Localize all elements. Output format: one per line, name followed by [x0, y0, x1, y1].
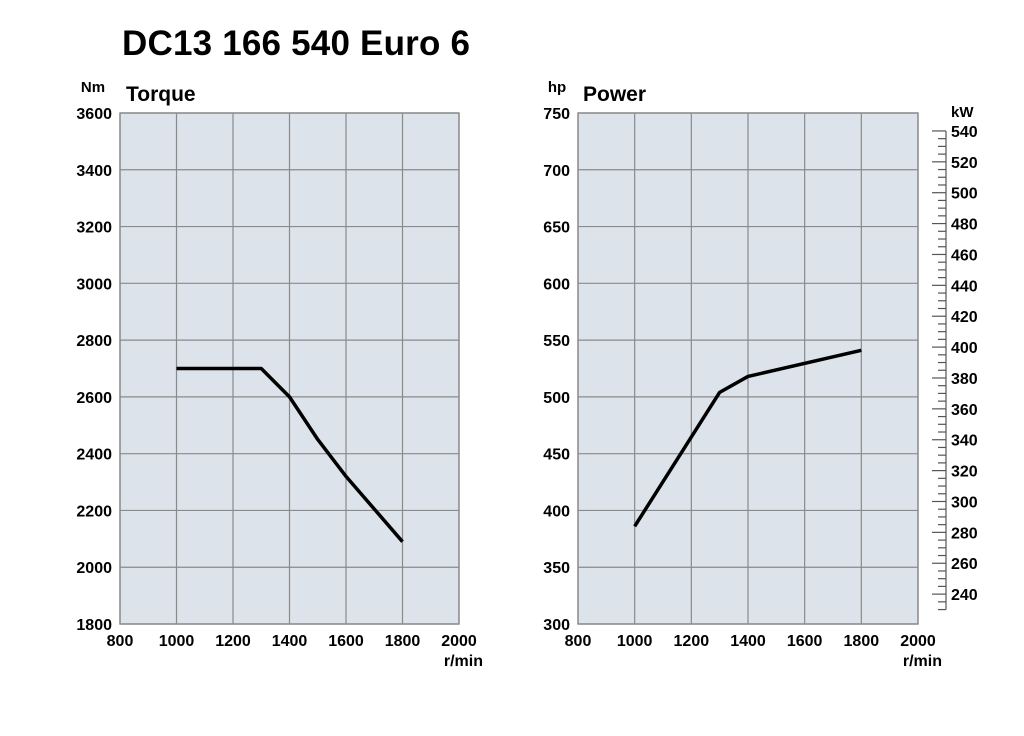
power-x-tick-label: 800	[565, 633, 592, 650]
torque-x-tick-label: 1400	[272, 633, 308, 650]
torque-y-tick-label: 2400	[76, 447, 112, 464]
torque-y-axis-unit: Nm	[81, 79, 105, 96]
power-y-tick-label: 450	[543, 447, 570, 464]
power-kw-tick-label: 260	[951, 556, 978, 573]
power-y-tick-label: 350	[543, 560, 570, 577]
torque-y-tick-label: 3200	[76, 220, 112, 237]
power-kw-tick-label: 400	[951, 340, 978, 357]
power-kw-tick-label: 380	[951, 371, 978, 388]
power-y-axis-unit: hp	[548, 79, 566, 96]
torque-y-tick-label: 2600	[76, 390, 112, 407]
torque-y-tick-label: 2200	[76, 503, 112, 520]
torque-x-axis-unit: r/min	[444, 653, 483, 670]
power-kw-tick-label: 520	[951, 155, 978, 172]
torque-y-tick-label: 3600	[76, 106, 112, 123]
power-y-tick-label: 300	[543, 617, 570, 634]
power-x-tick-label: 1000	[617, 633, 653, 650]
torque-y-tick-label: 3400	[76, 163, 112, 180]
torque-y-tick-label: 2800	[76, 333, 112, 350]
power-y-tick-label: 750	[543, 106, 570, 123]
power-kw-tick-label: 300	[951, 494, 978, 511]
power-kw-tick-label: 280	[951, 525, 978, 542]
power-kw-tick-label: 540	[951, 124, 978, 141]
torque-y-tick-label: 2000	[76, 560, 112, 577]
power-plot-border	[577, 112, 919, 625]
torque-y-tick-label: 1800	[76, 617, 112, 634]
power-kw-tick-label: 320	[951, 464, 978, 481]
power-chart-title: Power	[583, 83, 646, 106]
torque-x-tick-label: 2000	[441, 633, 477, 650]
power-y2-axis-unit: kW	[951, 104, 974, 121]
power-y-tick-label: 700	[543, 163, 570, 180]
power-y-tick-label: 500	[543, 390, 570, 407]
power-x-tick-label: 1800	[844, 633, 880, 650]
power-y-tick-label: 400	[543, 503, 570, 520]
power-x-axis-unit: r/min	[903, 653, 942, 670]
torque-plot-border	[119, 112, 460, 625]
power-kw-tick-label: 360	[951, 402, 978, 419]
power-x-tick-label: 1600	[787, 633, 823, 650]
torque-x-tick-label: 1600	[328, 633, 364, 650]
torque-x-tick-label: 1200	[215, 633, 251, 650]
power-kw-tick-label: 440	[951, 278, 978, 295]
power-y-tick-label: 650	[543, 220, 570, 237]
torque-x-tick-label: 1800	[385, 633, 421, 650]
power-kw-tick-label: 240	[951, 587, 978, 604]
power-x-tick-label: 1400	[730, 633, 766, 650]
torque-series-line	[176, 366, 404, 543]
power-kw-tick-label: 460	[951, 247, 978, 264]
power-series-line	[633, 348, 862, 528]
power-kw-tick-label: 480	[951, 217, 978, 234]
torque-chart-title: Torque	[126, 83, 196, 106]
power-y-tick-label: 600	[543, 276, 570, 293]
page-title: DC13 166 540 Euro 6	[122, 24, 471, 63]
torque-x-tick-label: 1000	[159, 633, 195, 650]
power-kw-tick-label: 500	[951, 186, 978, 203]
power-kw-tick-label: 420	[951, 309, 978, 326]
power-kw-tick-label: 340	[951, 433, 978, 450]
power-x-tick-label: 2000	[900, 633, 936, 650]
power-x-tick-label: 1200	[674, 633, 710, 650]
torque-y-tick-label: 3000	[76, 276, 112, 293]
torque-x-tick-label: 800	[107, 633, 134, 650]
power-y-tick-label: 550	[543, 333, 570, 350]
